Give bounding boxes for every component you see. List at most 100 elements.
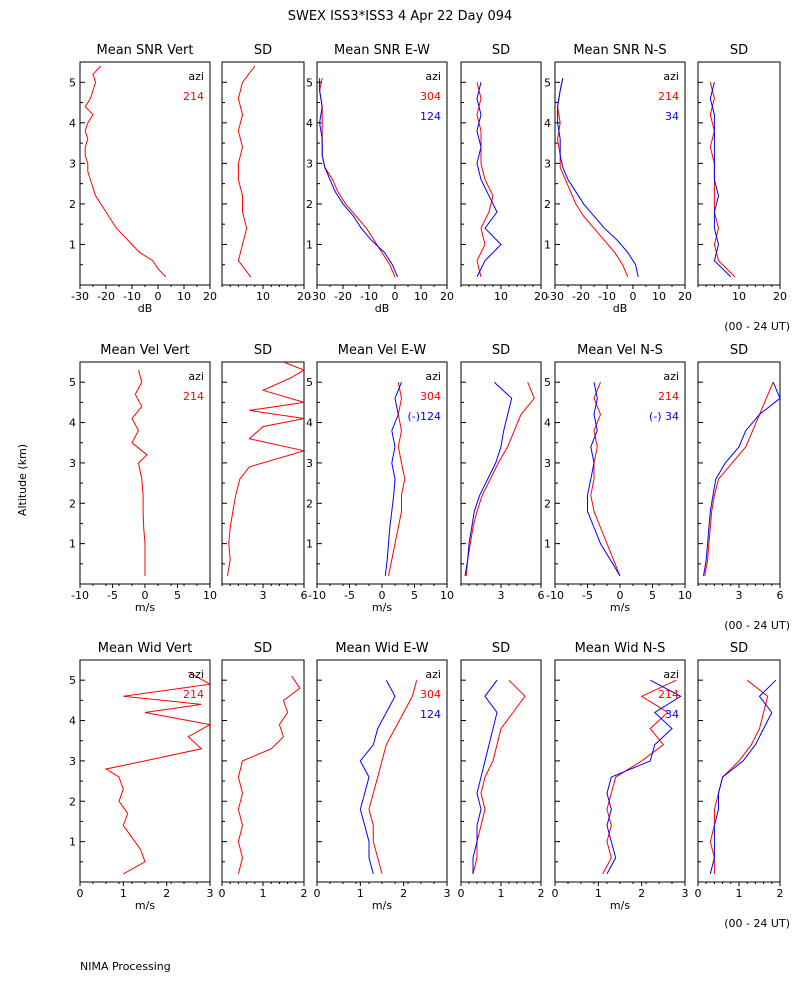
series-line-red [590,382,621,577]
x-tick-label: -10 [598,290,616,303]
legend-entry-blue: 34 [665,110,679,123]
y-tick-label: 5 [306,76,313,89]
panel-title: Mean SNR N-S [573,43,666,58]
series-line-red [84,65,167,278]
x-tick-label: 20 [203,290,217,303]
y-tick-label: 2 [306,497,313,510]
legend-entry-red: 214 [658,90,679,103]
series-line-red [227,361,306,576]
x-tick-label: 6 [538,589,545,602]
x-tick-label: -10 [308,589,326,602]
series-line-red [465,382,535,576]
series-line-red [237,65,256,278]
series-line-blue [472,679,498,874]
x-tick-label: 3 [260,589,267,602]
x-tick-label: 3 [682,887,689,900]
footer-text: NIMA Processing [80,960,171,973]
x-tick-label: 1 [498,887,505,900]
series-line-blue [384,382,402,576]
panel-title: SD [730,43,748,58]
x-tick-label: 0 [314,887,321,900]
x-tick-label: 0 [617,589,624,602]
panel-sd: SD 0 1 2 [695,641,784,900]
panel-mean-wid-e-w: Mean Wid E-W 0 1 2 3 m/s azi 304 124 [314,641,451,912]
series-line-red [709,679,769,874]
y-tick-label: 3 [544,457,551,470]
y-tick-label: 3 [69,157,76,170]
legend-entry-blue: 124 [420,110,441,123]
panel-title: SD [730,343,748,358]
series-line-blue [587,382,621,577]
panel-sd: SD 0 1 2 [219,641,308,900]
y-tick-label: 4 [306,417,313,430]
panel-title: Mean Wid N-S [575,641,666,656]
y-tick-label: 2 [306,198,313,211]
x-tick-label: -10 [546,589,564,602]
series-line-red [602,679,677,875]
series-line-blue [359,679,396,875]
panel-sd: SD 10 20 [460,43,548,303]
series-line-blue [709,82,732,278]
x-tick-label: 0 [552,887,559,900]
y-tick-label: 1 [69,836,76,849]
panel-frame [221,659,305,883]
legend-header: azi [663,70,679,83]
y-tick-label: 1 [306,538,313,551]
legend-entry-blue: 34 [665,708,679,721]
x-tick-label: 0 [630,290,637,303]
y-tick-label: 2 [544,198,551,211]
x-tick-label: 20 [297,290,311,303]
series-line-red [368,680,418,875]
legend-header: azi [663,668,679,681]
y-tick-label: 4 [69,117,76,130]
panel-mean-wid-n-s: Mean Wid N-S 0 1 2 3 m/s azi 214 34 [552,641,689,912]
y-tick-label: 2 [544,497,551,510]
time-note: (00 - 24 UT) [724,320,790,333]
panel-title: Mean SNR Vert [96,43,193,58]
x-tick-label: -30 [546,290,564,303]
y-tick-label: 1 [544,538,551,551]
x-tick-label: 0 [695,887,702,900]
panel-sd: SD 10 20 [221,43,311,303]
panel-frame [460,659,542,883]
x-tick-label: 1 [260,887,267,900]
y-tick-label: 2 [69,795,76,808]
x-tick-label: -30 [71,290,89,303]
legend-entry-blue: 124 [420,708,441,721]
panel-frame [460,61,542,286]
x-tick-label: -10 [123,290,141,303]
panel-title: SD [492,43,510,58]
y-tick-label: 5 [306,376,313,389]
x-tick-label: 0 [392,290,399,303]
x-axis-label: dB [375,302,390,315]
y-tick-label: 1 [306,238,313,251]
panel-sd: SD 0 1 2 [458,641,545,900]
x-tick-label: 0 [219,887,226,900]
panel-title: Mean Vel N-S [577,343,663,358]
legend-entry-red: 214 [183,90,204,103]
series-line-red [104,671,212,875]
x-tick-label: -20 [334,290,352,303]
x-tick-label: 10 [256,290,270,303]
x-tick-label: 6 [301,589,308,602]
x-tick-label: 2 [638,887,645,900]
x-tick-label: -5 [582,589,593,602]
y-tick-label: 1 [69,238,76,251]
series-line-red [131,369,148,576]
panel-mean-snr-vert: Mean SNR Vert -30 -20 -10 0 10 20 1 2 3 4 5 dB azi 214 [69,43,217,315]
series-line-blue [319,78,399,278]
series-line-blue [557,78,639,278]
y-tick-label: 3 [69,457,76,470]
series-line-blue [464,381,513,576]
x-tick-label: 10 [652,290,666,303]
figure-title: SWEX ISS3*ISS3 4 Apr 22 Day 094 [288,9,513,24]
x-tick-label: 0 [155,290,162,303]
x-tick-label: 0 [458,887,465,900]
panel-title: SD [492,641,510,656]
y-tick-label: 5 [69,376,76,389]
panel-sd: SD 3 6 [221,343,308,602]
panel-frame [697,61,781,286]
x-axis-label: dB [613,302,628,315]
